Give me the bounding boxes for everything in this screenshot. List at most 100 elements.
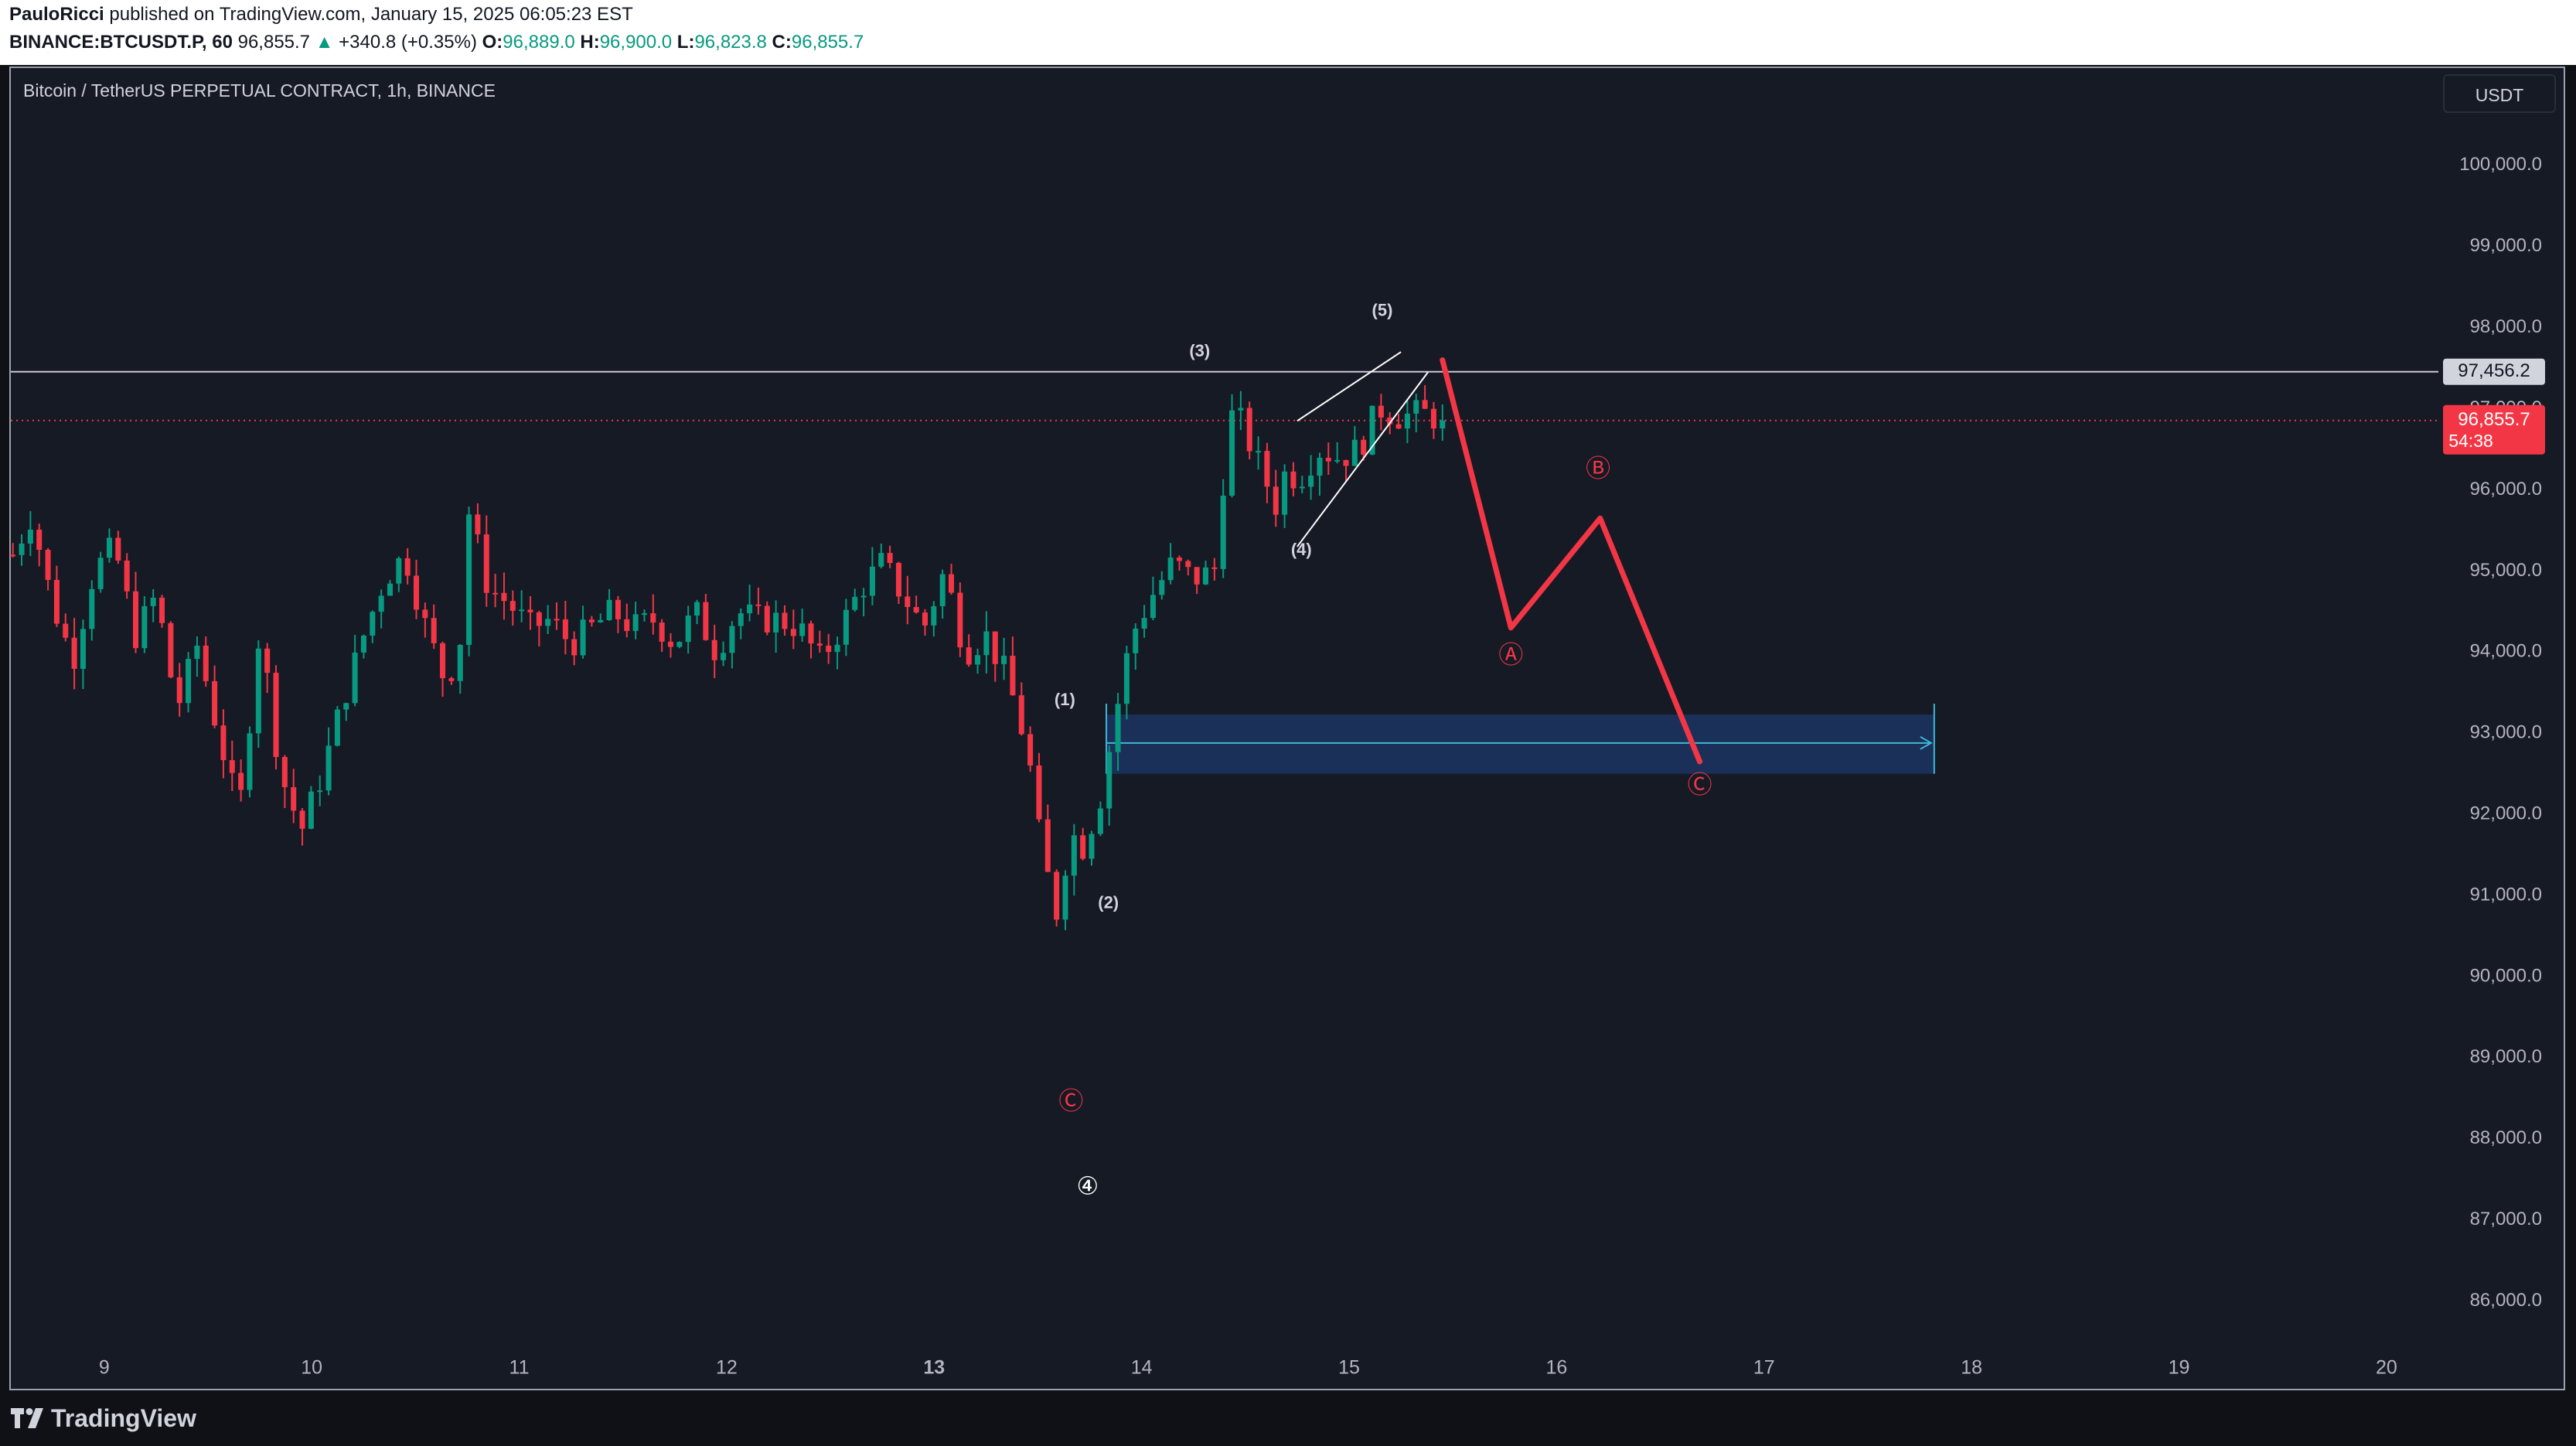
y-tick-label: 90,000.0 [2470,965,2542,986]
author-name[interactable]: PauloRicci [9,4,104,25]
candle-body [1308,476,1314,487]
last-price-value: 96,855.7 [237,32,311,53]
candle-body [931,605,937,626]
candle-body [115,537,121,561]
candle-body [1044,819,1051,872]
wedge-upper-line [1297,351,1402,422]
price-chart[interactable]: (1) (2) (3) (4) (5) Ⓒ ④ Ⓐ Ⓑ Ⓒ 86,000.0 87,000.0 88,… [0,0,2576,1392]
tradingview-logo[interactable]: TradingView [11,1401,196,1435]
y-tick-label: 86,000.0 [2470,1290,2542,1311]
candle-body [27,529,33,544]
candle-body [501,592,507,602]
target-zone-layer [1106,704,1935,774]
close-value: 96,855.7 [791,32,864,53]
candle-body [895,562,901,597]
wave-label: (4) [1291,540,1312,559]
candle-body [1325,457,1331,462]
candle-body [1036,765,1042,820]
candle-body [317,790,323,793]
candle-body [703,602,709,640]
candle-body [404,558,411,576]
x-tick-label: 18 [1961,1357,1982,1379]
candle-body [545,619,551,626]
wave-label: (3) [1189,341,1210,360]
candle-body [36,529,43,551]
x-tick-label: 16 [1545,1357,1567,1379]
candle-body [325,745,332,791]
candle-body [396,558,402,584]
candle-body [264,648,271,674]
candle-body [1080,835,1086,859]
candle-body [949,574,955,593]
candle-body [1202,567,1209,585]
y-tick-label: 94,000.0 [2470,641,2542,662]
candle-body [45,550,51,580]
drawings-layer [1297,351,1703,765]
candle-body [1089,834,1095,859]
candle-body [483,534,489,593]
candle-body [694,602,700,616]
candle-body [615,599,621,619]
candle-body [63,623,69,638]
candle-body [747,604,753,614]
candle-body [168,622,174,677]
price-tags-layer: 97,456.2 96,855.754:38 [2443,358,2545,455]
currency-button[interactable]: USDT [2443,74,2556,113]
candle-body [922,612,929,626]
candle-body [1387,417,1393,425]
candle-body [387,583,394,596]
ohlc-line: BINANCE:BTCUSDT.P, 60 96,855.7 ▲ +340.8 … [9,31,864,54]
wave-label: (2) [1098,892,1119,912]
candle-body [352,652,358,704]
candle-body [816,643,823,646]
wave-labels-layer: (1) (2) (3) (4) (5) Ⓒ ④ Ⓐ Ⓑ Ⓒ [1055,301,1712,1201]
candle-body [80,629,86,669]
x-tick-label: 20 [2376,1357,2397,1379]
candle-body [1027,734,1034,766]
candle-body [343,703,349,710]
candles-layer [10,385,1446,930]
candle-body [1299,486,1305,489]
x-tick-label: 14 [1131,1357,1153,1379]
candle-body [141,605,148,649]
candle-body [676,642,683,647]
candle-body [764,605,770,633]
candle-body [89,588,95,629]
candle-body [1167,558,1174,581]
candle-body [159,597,165,623]
low-value: 96,823.8 [694,32,767,53]
symbol-label: BINANCE:BTCUSDT.P, 60 [9,32,233,53]
candle-body [1422,400,1428,409]
y-tick-label: 99,000.0 [2470,235,2542,256]
axes-layer: 86,000.0 87,000.0 88,000.0 89,000.0 90,000.0… [99,154,2542,1378]
candle-body [641,613,647,616]
candle-body [440,643,446,679]
candle-body [212,680,218,726]
candle-body [721,653,727,660]
candle-body [1001,655,1007,664]
up-arrow-icon: ▲ [315,32,334,53]
candle-body [580,619,586,656]
candle-body [667,641,674,647]
candle-body [632,614,639,631]
abc-projection-path [1440,357,1703,765]
y-tick-label: 93,000.0 [2470,722,2542,743]
candle-body [588,619,595,622]
y-tick-label: 87,000.0 [2470,1209,2542,1229]
high-label: H: [580,32,600,53]
candle-body [53,579,60,624]
candle-body [176,677,182,704]
candle-body [939,574,946,606]
candle-body [1273,486,1279,515]
candle-body [975,655,981,665]
candle-body [1010,655,1016,696]
candle-body [1343,459,1349,466]
candle-body [782,612,788,629]
candle-body [1133,628,1139,653]
candle-body [1264,451,1270,487]
x-tick-label: 15 [1338,1357,1360,1379]
candle-body [1404,413,1410,429]
candle-body [220,725,227,761]
candle-body [905,596,911,608]
corrective-wave-label: Ⓐ [1498,640,1523,670]
